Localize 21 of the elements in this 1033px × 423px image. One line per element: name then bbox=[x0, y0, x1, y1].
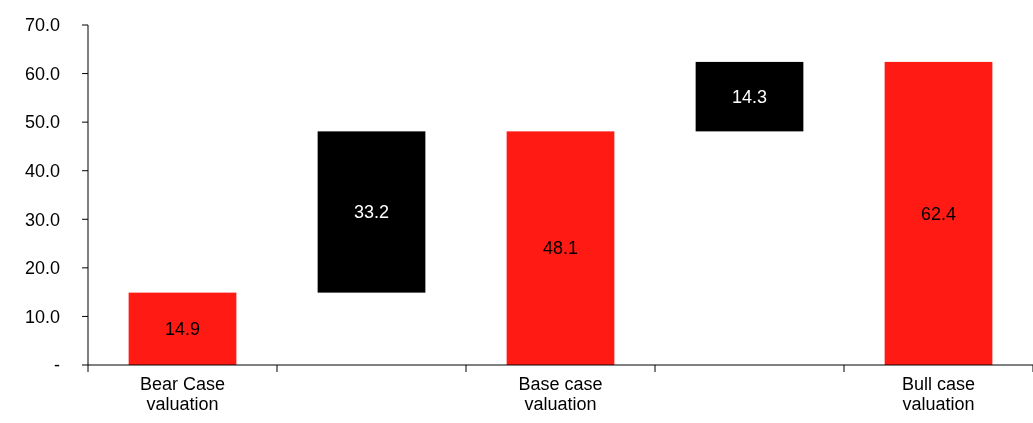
y-tick-label: 20.0 bbox=[24, 258, 60, 279]
bar bbox=[128, 292, 237, 365]
x-tick-label: Base case valuation bbox=[518, 374, 603, 414]
x-tick-label: Bull case valuation bbox=[901, 374, 976, 414]
x-tick-label: Bear Case valuation bbox=[139, 374, 226, 414]
bar bbox=[884, 61, 993, 365]
y-tick-label: 60.0 bbox=[24, 63, 60, 84]
bar bbox=[506, 131, 615, 365]
bar bbox=[695, 61, 804, 132]
data-label: 33.2 bbox=[353, 202, 390, 223]
data-label: 62.4 bbox=[920, 203, 957, 224]
y-tick-label: 50.0 bbox=[24, 112, 60, 133]
data-label: 48.1 bbox=[542, 238, 579, 259]
y-tick-label: 70.0 bbox=[24, 15, 60, 36]
data-label: 14.9 bbox=[164, 319, 201, 340]
bar bbox=[317, 131, 426, 293]
y-tick-label: 10.0 bbox=[24, 306, 60, 327]
data-label: 14.3 bbox=[731, 86, 768, 107]
y-tick-label: - bbox=[54, 355, 60, 376]
y-tick-label: 30.0 bbox=[24, 209, 60, 230]
y-tick-label: 40.0 bbox=[24, 161, 60, 182]
